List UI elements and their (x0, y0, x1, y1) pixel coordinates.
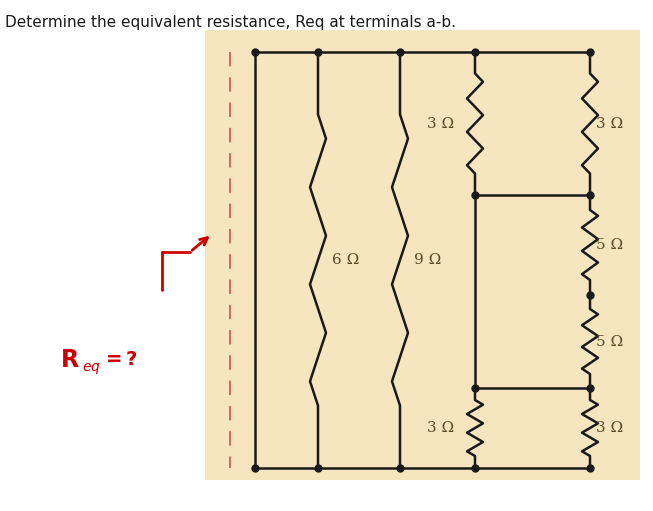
Text: 5 Ω: 5 Ω (596, 335, 623, 349)
Text: $\mathit{eq}$: $\mathit{eq}$ (82, 360, 101, 376)
Text: Determine the equivalent resistance, Req at terminals a-b.: Determine the equivalent resistance, Req… (5, 15, 456, 30)
Bar (205, 30, 640, 480)
Text: 9 Ω: 9 Ω (414, 253, 441, 267)
Text: 3 Ω: 3 Ω (596, 421, 623, 435)
Text: $\mathbf{R}$: $\mathbf{R}$ (60, 348, 80, 372)
Text: 3 Ω: 3 Ω (596, 117, 623, 130)
Text: 6 Ω: 6 Ω (332, 253, 359, 267)
Text: 3 Ω: 3 Ω (427, 117, 454, 130)
Text: 5 Ω: 5 Ω (596, 238, 623, 252)
Text: 3 Ω: 3 Ω (427, 421, 454, 435)
Text: $\mathbf{= ?}$: $\mathbf{= ?}$ (102, 351, 138, 369)
